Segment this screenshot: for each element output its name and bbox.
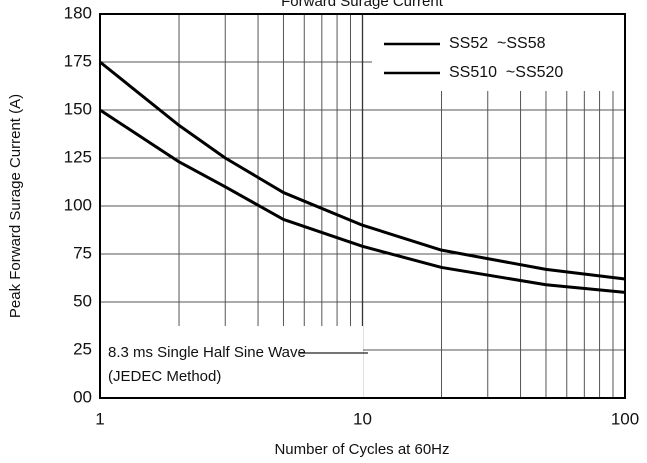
x-tick-label: 10 <box>353 409 372 428</box>
x-tick-label: 100 <box>611 409 639 428</box>
y-axis-label: Peak Forward Surage Current (A) <box>7 94 24 318</box>
data-line <box>99 108 626 294</box>
y-tick-label: 100 <box>64 195 92 214</box>
chart-title: Forward Surage Current <box>281 0 444 10</box>
annotation-box <box>101 326 363 397</box>
y-tick-label: 150 <box>64 99 92 118</box>
annotation-text: 8.3 ms Single Half Sine Wave <box>108 344 306 361</box>
y-tick-label: 175 <box>64 51 92 70</box>
y-tick-label: 125 <box>64 147 92 166</box>
legend-box <box>372 15 624 91</box>
x-tick-label: 1 <box>95 409 104 428</box>
y-tick-label: 25 <box>73 339 92 358</box>
annotation-text: (JEDEC Method) <box>108 368 221 385</box>
y-tick-label: 180 <box>64 3 92 22</box>
legend-label: SS52 ~SS58 <box>449 35 546 52</box>
y-tick-label: 50 <box>73 291 92 310</box>
plot-frame <box>99 13 626 399</box>
legend-label: SS510 ~SS520 <box>449 64 563 81</box>
y-tick-label: 75 <box>73 243 92 262</box>
x-axis-label: Number of Cycles at 60Hz <box>274 441 449 458</box>
y-tick-label: 00 <box>73 387 92 406</box>
data-line <box>99 60 626 281</box>
